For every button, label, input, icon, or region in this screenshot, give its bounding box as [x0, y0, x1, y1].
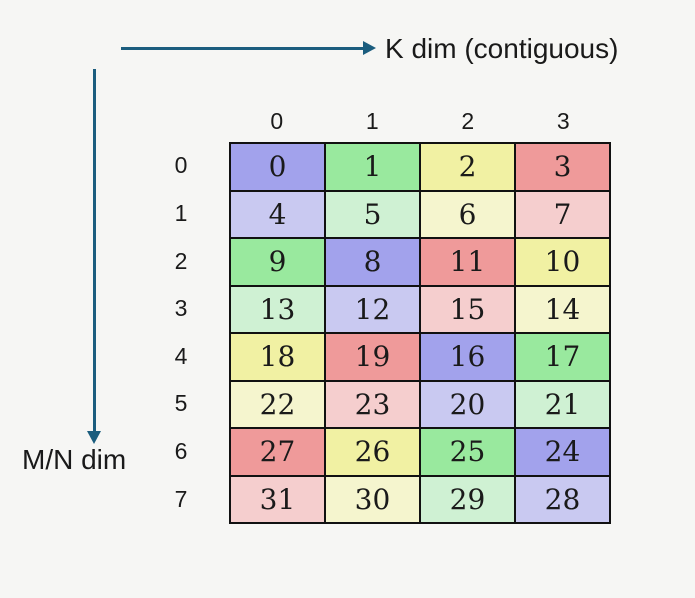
mn-dim-arrowhead-icon [87, 431, 101, 444]
matrix-cell: 23 [325, 380, 420, 428]
matrix-cell: 18 [230, 333, 325, 381]
row-header: 3 [174, 295, 188, 322]
matrix-cell: 2 [420, 143, 515, 191]
row-header: 2 [174, 247, 188, 274]
mn-dim-arrow-line [93, 69, 96, 433]
k-dim-arrow-line [121, 47, 365, 50]
matrix-cell: 9 [230, 238, 325, 286]
row-header: 7 [174, 485, 188, 512]
matrix-cell: 0 [230, 143, 325, 191]
matrix-cell: 27 [230, 428, 325, 476]
matrix-cell: 24 [515, 428, 610, 476]
column-headers: 0 1 2 3 [229, 104, 611, 138]
matrix-cell: 30 [325, 475, 420, 523]
matrix-cell: 12 [325, 285, 420, 333]
column-header: 3 [556, 108, 570, 134]
matrix-cell: 3 [515, 143, 610, 191]
column-header: 1 [365, 108, 379, 134]
k-dim-label: K dim (contiguous) [385, 33, 619, 64]
row-headers: 0 1 2 3 4 5 6 7 [156, 142, 206, 523]
matrix-cell: 20 [420, 380, 515, 428]
matrix-cell: 11 [420, 238, 515, 286]
matrix-cell: 6 [420, 190, 515, 238]
matrix-cell: 1 [325, 143, 420, 191]
matrix-cell: 7 [515, 190, 610, 238]
row-header: 1 [174, 199, 188, 226]
matrix-cell: 8 [325, 238, 420, 286]
matrix-cell: 17 [515, 333, 610, 381]
row-header: 0 [174, 152, 188, 179]
matrix-cell: 28 [515, 475, 610, 523]
matrix-cell: 21 [515, 380, 610, 428]
matrix-cell: 29 [420, 475, 515, 523]
matrix-cell: 15 [420, 285, 515, 333]
matrix-cell: 4 [230, 190, 325, 238]
matrix-cell: 25 [420, 428, 515, 476]
matrix-cell: 31 [230, 475, 325, 523]
row-header: 6 [174, 438, 188, 465]
mn-dim-label: M/N dim [22, 444, 127, 475]
row-header: 4 [174, 342, 188, 369]
matrix-cell: 16 [420, 333, 515, 381]
k-dim-arrowhead-icon [363, 41, 376, 55]
matrix-grid: 0 1 2 3 4 5 6 7 9 8 11 10 13 12 15 14 18 19 16 17 22 23 20 21 27… [229, 142, 611, 524]
column-header: 0 [270, 108, 284, 134]
row-header: 5 [174, 390, 188, 417]
matrix-cell: 26 [325, 428, 420, 476]
matrix-cell: 13 [230, 285, 325, 333]
matrix-cell: 14 [515, 285, 610, 333]
matrix-cell: 19 [325, 333, 420, 381]
column-header: 2 [461, 108, 475, 134]
matrix-cell: 5 [325, 190, 420, 238]
matrix-cell: 10 [515, 238, 610, 286]
matrix-cell: 22 [230, 380, 325, 428]
